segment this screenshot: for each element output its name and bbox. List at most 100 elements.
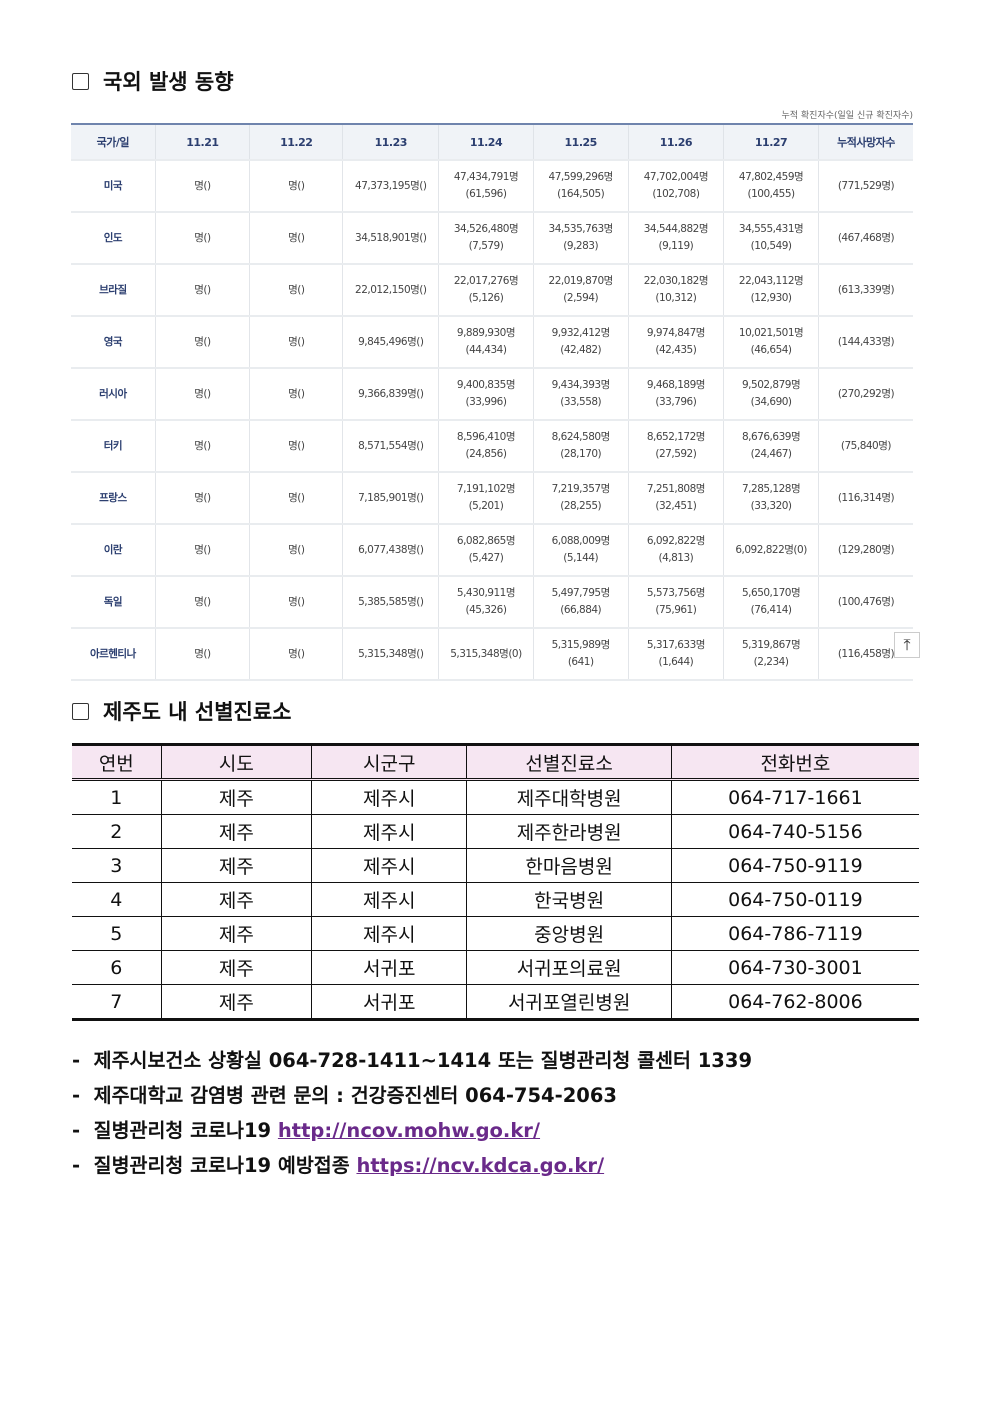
data-cell: (100,476명)	[817, 575, 913, 628]
table-cell: 6	[72, 950, 162, 985]
cumulative-value: (129,280명)	[837, 543, 895, 556]
daily-new-value: (102,708)	[652, 188, 700, 200]
table-cell: 064-762-8006	[670, 984, 919, 1021]
data-cell: 22,030,182명 (10,312)	[627, 263, 724, 316]
table-cell: 제주시	[311, 848, 467, 883]
cumulative-value: 5,315,989명	[551, 639, 611, 651]
cumulative-value: 9,502,879명	[742, 379, 801, 391]
column-header: 국가/일	[71, 123, 156, 160]
footer-link[interactable]: http://ncov.mohw.go.kr/	[277, 1119, 541, 1142]
data-cell: 명()	[154, 159, 250, 212]
cumulative-value: 34,555,431명	[738, 223, 804, 235]
cumulative-value: 명()	[288, 179, 305, 192]
cumulative-value: (467,468명)	[837, 231, 895, 244]
data-cell: (116,314명)	[817, 471, 913, 524]
daily-new-value: (10,549)	[750, 240, 792, 252]
table-cell: 064-740-5156	[670, 814, 919, 849]
table-row: 5 제주 제주시 중앙병원 064-786-7119	[72, 916, 919, 951]
table-row: 4 제주 제주시 한국병원 064-750-0119	[72, 882, 919, 917]
cumulative-value: 명()	[194, 491, 211, 504]
table-cell: 제주	[160, 882, 312, 917]
column-header: 11.23	[342, 123, 439, 160]
table-cell: 제주시	[311, 779, 467, 815]
footer-link[interactable]: https://ncv.kdca.go.kr/	[356, 1154, 605, 1177]
table-row: 터키 명() 명() 8,571,554명() 8,596,410명 (24,856) 8,…	[71, 419, 913, 472]
footer-line: - 제주대학교 감염병 관련 문의 : 건강증진센터 064-754-2063	[72, 1079, 617, 1108]
data-cell: 명()	[154, 627, 250, 681]
cumulative-value: 5,650,170명	[742, 587, 801, 599]
column-header: 11.27	[723, 123, 819, 160]
daily-new-value: (34,690)	[750, 396, 792, 408]
cumulative-value: 명()	[288, 491, 305, 504]
country-cell: 인도	[71, 211, 156, 264]
footer-line: - 질병관리청 코로나19 예방접종 https://ncv.kdca.go.k…	[72, 1149, 604, 1178]
cumulative-value: 명()	[194, 543, 211, 556]
data-cell: 5,650,170명 (76,414)	[723, 575, 819, 628]
data-cell: 5,573,756명 (75,961)	[627, 575, 724, 628]
cumulative-value: 7,251,808명	[646, 483, 706, 495]
cumulative-value: 명()	[194, 283, 211, 296]
data-cell: 9,502,879명 (34,690)	[723, 367, 819, 420]
cumulative-value: 34,544,882명	[643, 223, 709, 235]
country-cell: 영국	[71, 315, 156, 368]
table-cell: 064-786-7119	[670, 916, 919, 951]
column-header: 선별진료소	[466, 743, 672, 781]
footer-line: - 제주시보건소 상황실 064-728-1411~1414 또는 질병관리청 …	[72, 1044, 752, 1073]
data-cell: 47,373,195명()	[342, 159, 439, 212]
cumulative-value: 5,573,756명	[646, 587, 706, 599]
cumulative-value: 9,889,930명	[456, 327, 516, 339]
table-row: 7 제주 서귀포 서귀포열린병원 064-762-8006	[72, 984, 919, 1021]
cumulative-value: 22,012,150명()	[355, 283, 427, 296]
cumulative-value: (270,292명)	[837, 387, 895, 400]
cumulative-value: 22,019,870명	[548, 275, 614, 287]
checkbox-square-icon	[72, 72, 89, 90]
country-cell: 미국	[71, 159, 156, 212]
table-row: 브라질 명() 명() 22,012,150명() 22,017,276명 (5,126)…	[71, 263, 913, 316]
data-cell: 명()	[249, 471, 343, 524]
data-cell: 명()	[249, 367, 343, 420]
data-cell: 47,599,296명 (164,505)	[532, 159, 629, 212]
daily-new-value: (61,596)	[465, 188, 507, 200]
cumulative-value: (100,476명)	[837, 595, 895, 608]
data-cell: 9,889,930명 (44,434)	[438, 315, 534, 368]
footer-text: - 제주대학교 감염병 관련 문의 : 건강증진센터 064-754-2063	[72, 1084, 617, 1107]
daily-new-value: (4,813)	[658, 552, 694, 564]
data-cell: 34,526,480명 (7,579)	[438, 211, 534, 264]
data-cell: 47,702,004명 (102,708)	[627, 159, 724, 212]
data-cell: 9,845,496명()	[342, 315, 439, 368]
daily-new-value: (28,170)	[560, 448, 602, 460]
cumulative-value: 명()	[288, 647, 305, 660]
daily-new-value: (75,961)	[655, 604, 697, 616]
table-cell: 064-750-0119	[670, 882, 919, 917]
data-cell: 5,315,348명(0)	[438, 627, 534, 681]
country-cell: 프랑스	[71, 471, 156, 524]
daily-new-value: (33,996)	[465, 396, 507, 408]
cumulative-value: 명()	[194, 439, 211, 452]
daily-new-value: (28,255)	[560, 500, 602, 512]
table-row: 2 제주 제주시 제주한라병원 064-740-5156	[72, 814, 919, 849]
cumulative-value: 6,077,438명()	[358, 543, 424, 556]
data-cell: 5,315,348명()	[342, 627, 439, 681]
cumulative-value: 6,082,865명	[456, 535, 516, 547]
data-cell: (771,529명)	[817, 159, 913, 212]
cumulative-value: 7,185,901명()	[358, 491, 424, 504]
daily-new-value: (5,144)	[563, 552, 599, 564]
cumulative-value: 7,285,128명	[742, 483, 801, 495]
cumulative-value: 34,518,901명()	[355, 231, 427, 244]
data-cell: 8,676,639명 (24,467)	[723, 419, 819, 472]
table-cell: 5	[72, 916, 162, 951]
data-cell: 47,434,791명 (61,596)	[438, 159, 534, 212]
column-header: 시군구	[311, 743, 467, 781]
column-header: 시도	[160, 743, 312, 781]
daily-new-value: (32,451)	[655, 500, 697, 512]
arrow-up-icon: ⤒	[903, 635, 911, 654]
table-cell: 제주	[160, 950, 312, 985]
scroll-to-top-button[interactable]: ⤒	[894, 632, 920, 658]
cumulative-value: 명()	[194, 647, 211, 660]
cumulative-value: 명()	[194, 595, 211, 608]
daily-new-value: (10,312)	[655, 292, 697, 304]
data-cell: 7,219,357명 (28,255)	[532, 471, 629, 524]
table-cell: 서귀포열린병원	[466, 984, 672, 1021]
cumulative-value: 9,845,496명()	[358, 335, 424, 348]
cumulative-value: 5,497,795명	[551, 587, 611, 599]
